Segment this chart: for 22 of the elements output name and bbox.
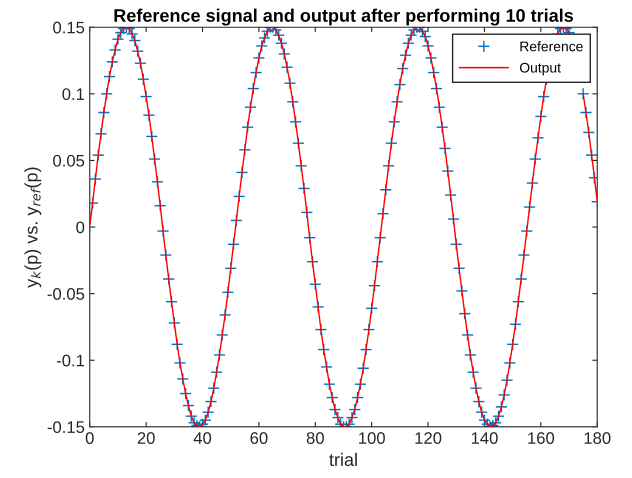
y-tick-label: -0.15 bbox=[48, 421, 84, 434]
legend-label: Output bbox=[520, 62, 561, 76]
y-tick-label: 0.05 bbox=[53, 154, 84, 167]
y-axis-title: y$_{k}$(p) vs. y$_{ref}$(p) bbox=[24, 168, 42, 288]
x-axis-title: trial bbox=[329, 452, 357, 466]
chart-title: Reference signal and output after performing 10 trials bbox=[114, 8, 574, 26]
x-tick-label: 180 bbox=[584, 432, 610, 444]
y-tick-label: 0.1 bbox=[62, 88, 84, 100]
x-tick-label: 0 bbox=[86, 432, 94, 444]
x-tick-label: 140 bbox=[472, 432, 498, 444]
y-tick-label: -0.1 bbox=[56, 354, 84, 366]
x-tick-label: 160 bbox=[528, 432, 554, 444]
legend-label: Reference bbox=[520, 41, 583, 52]
x-tick-label: 40 bbox=[194, 432, 212, 444]
y-tick-label: 0 bbox=[76, 221, 84, 234]
y-tick-label: 0.15 bbox=[53, 22, 84, 34]
y-tick-label: -0.05 bbox=[48, 288, 84, 300]
x-tick-label: 100 bbox=[359, 432, 385, 444]
x-tick-label: 20 bbox=[138, 432, 155, 444]
x-tick-label: 120 bbox=[415, 432, 442, 444]
x-tick-label: 80 bbox=[306, 432, 324, 444]
x-tick-label: 60 bbox=[250, 432, 268, 444]
